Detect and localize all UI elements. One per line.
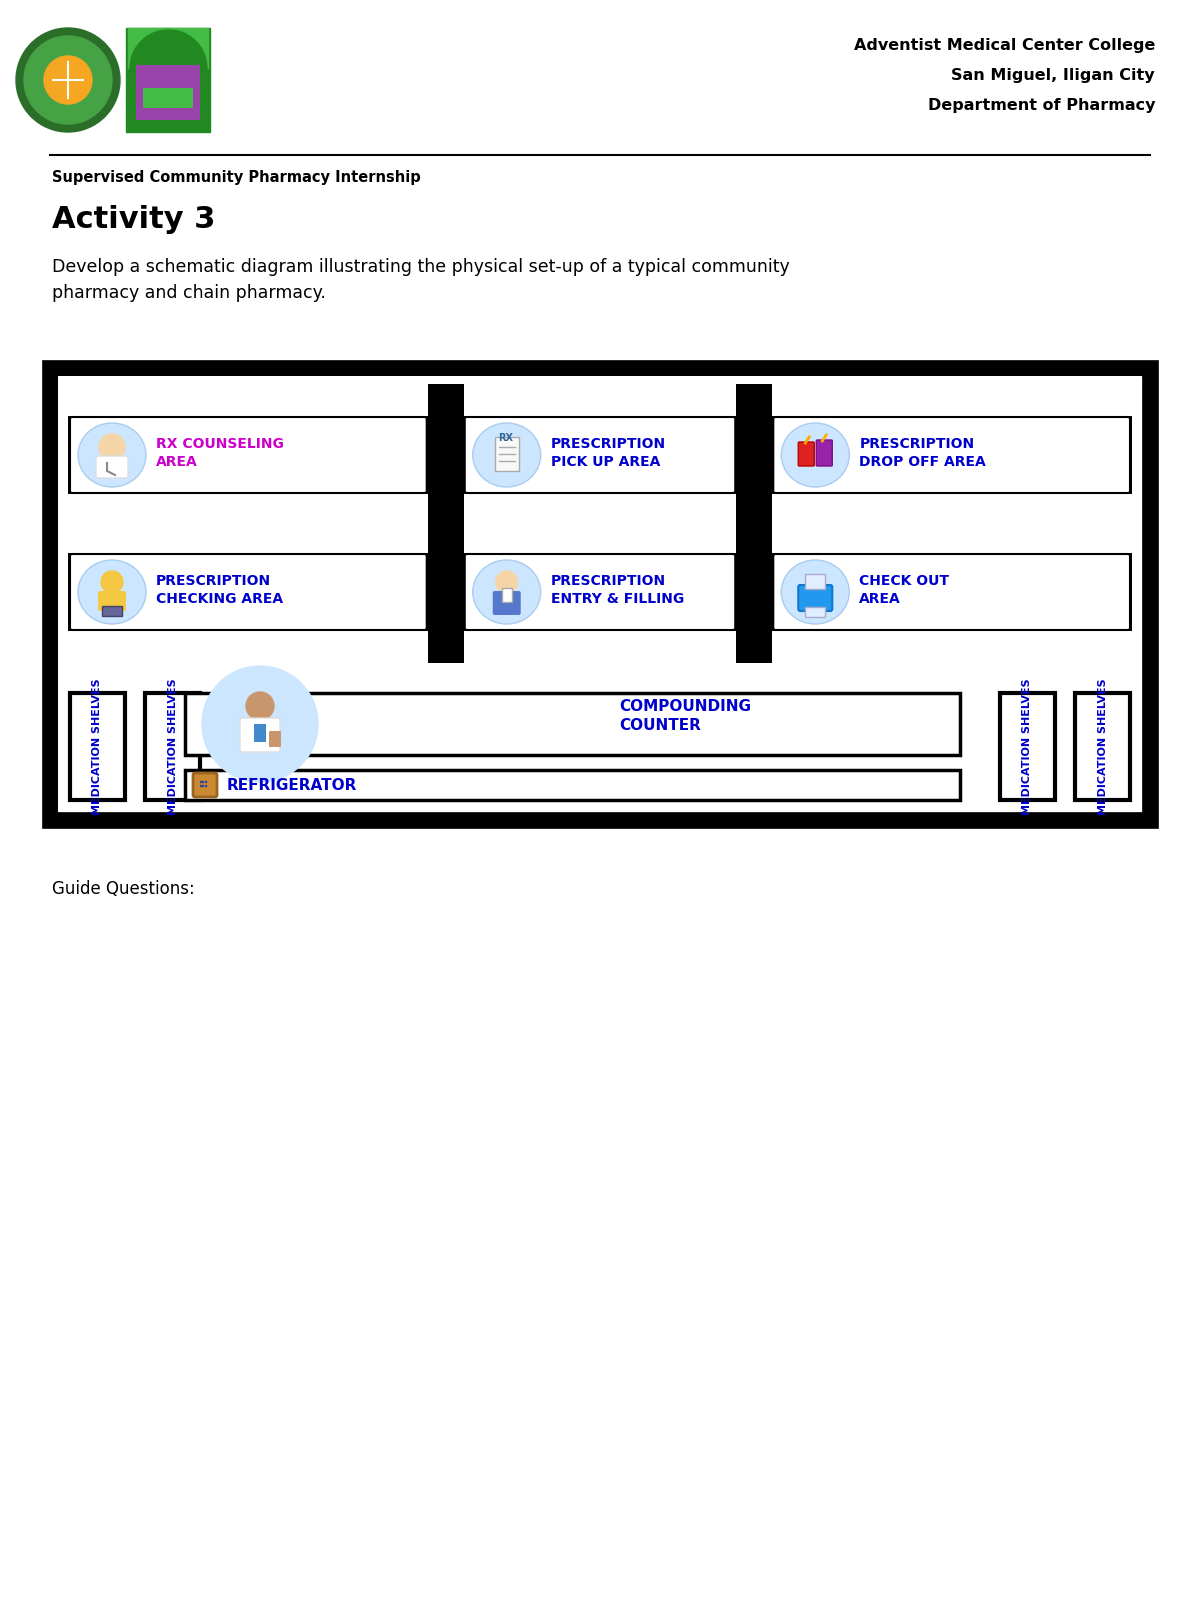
Text: PRESCRIPTION
CHECKING AREA: PRESCRIPTION CHECKING AREA (156, 574, 283, 606)
Text: PRESCRIPTION
PICK UP AREA: PRESCRIPTION PICK UP AREA (551, 437, 666, 469)
FancyBboxPatch shape (102, 606, 122, 617)
Ellipse shape (781, 423, 850, 487)
FancyBboxPatch shape (254, 724, 266, 742)
Text: MEDICATION SHELVES: MEDICATION SHELVES (1022, 678, 1032, 815)
Circle shape (101, 570, 124, 593)
FancyBboxPatch shape (816, 441, 833, 466)
Text: San Miguel, Iligan City: San Miguel, Iligan City (952, 67, 1154, 83)
FancyBboxPatch shape (145, 694, 200, 799)
Bar (427, 384, 463, 525)
Text: MEDICATION SHELVES: MEDICATION SHELVES (168, 678, 178, 815)
Text: Department of Pharmacy: Department of Pharmacy (928, 98, 1154, 114)
Text: COMPOUNDING
COUNTER: COMPOUNDING COUNTER (619, 698, 751, 734)
FancyBboxPatch shape (1075, 694, 1130, 799)
FancyBboxPatch shape (502, 588, 511, 602)
Text: CHECK OUT
AREA: CHECK OUT AREA (859, 574, 949, 606)
Bar (50, 368, 1150, 820)
FancyBboxPatch shape (464, 417, 736, 493)
Ellipse shape (781, 561, 850, 625)
Text: MEDICATION SHELVES: MEDICATION SHELVES (92, 678, 102, 815)
FancyBboxPatch shape (240, 718, 280, 751)
Bar (68, 417, 1132, 493)
Text: PRESCRIPTION
ENTRY & FILLING: PRESCRIPTION ENTRY & FILLING (551, 574, 684, 606)
Bar (68, 553, 1132, 631)
Text: Guide Questions:: Guide Questions: (52, 879, 194, 899)
Circle shape (496, 570, 517, 593)
Ellipse shape (473, 423, 541, 487)
Circle shape (202, 666, 318, 782)
Text: REFRIGERATOR: REFRIGERATOR (227, 777, 358, 793)
Text: Activity 3: Activity 3 (52, 205, 215, 234)
FancyBboxPatch shape (269, 731, 281, 747)
Text: RX COUNSELING
AREA: RX COUNSELING AREA (156, 437, 284, 469)
Text: RX: RX (498, 433, 512, 444)
FancyBboxPatch shape (773, 554, 1130, 630)
Text: Adventist Medical Center College: Adventist Medical Center College (853, 38, 1154, 53)
FancyBboxPatch shape (798, 585, 833, 610)
FancyBboxPatch shape (494, 437, 518, 471)
FancyBboxPatch shape (70, 694, 125, 799)
FancyBboxPatch shape (70, 554, 427, 630)
Text: PRESCRIPTION
DROP OFF AREA: PRESCRIPTION DROP OFF AREA (859, 437, 986, 469)
FancyBboxPatch shape (805, 607, 826, 617)
Circle shape (16, 27, 120, 131)
FancyBboxPatch shape (143, 88, 193, 107)
FancyBboxPatch shape (493, 591, 521, 615)
Text: Supervised Community Pharmacy Internship: Supervised Community Pharmacy Internship (52, 170, 421, 184)
Circle shape (24, 35, 112, 123)
Bar (58, 376, 1142, 812)
Bar (136, 66, 200, 120)
Circle shape (44, 56, 92, 104)
Bar (737, 521, 773, 663)
Text: MEDICATION SHELVES: MEDICATION SHELVES (1098, 678, 1108, 815)
Circle shape (246, 692, 274, 719)
FancyBboxPatch shape (464, 554, 736, 630)
FancyBboxPatch shape (805, 574, 826, 590)
FancyBboxPatch shape (798, 442, 815, 466)
Ellipse shape (473, 561, 541, 625)
FancyBboxPatch shape (1000, 694, 1055, 799)
Bar (427, 521, 463, 663)
FancyBboxPatch shape (70, 417, 427, 493)
Ellipse shape (78, 423, 146, 487)
FancyBboxPatch shape (773, 417, 1130, 493)
FancyBboxPatch shape (185, 694, 960, 755)
Circle shape (98, 434, 125, 460)
Text: Develop a schematic diagram illustrating the physical set-up of a typical commun: Develop a schematic diagram illustrating… (52, 258, 790, 301)
Ellipse shape (78, 561, 146, 625)
FancyBboxPatch shape (193, 774, 217, 798)
FancyBboxPatch shape (98, 591, 126, 610)
FancyBboxPatch shape (96, 457, 128, 477)
FancyBboxPatch shape (185, 771, 960, 799)
Bar (737, 384, 773, 525)
FancyBboxPatch shape (126, 27, 210, 131)
